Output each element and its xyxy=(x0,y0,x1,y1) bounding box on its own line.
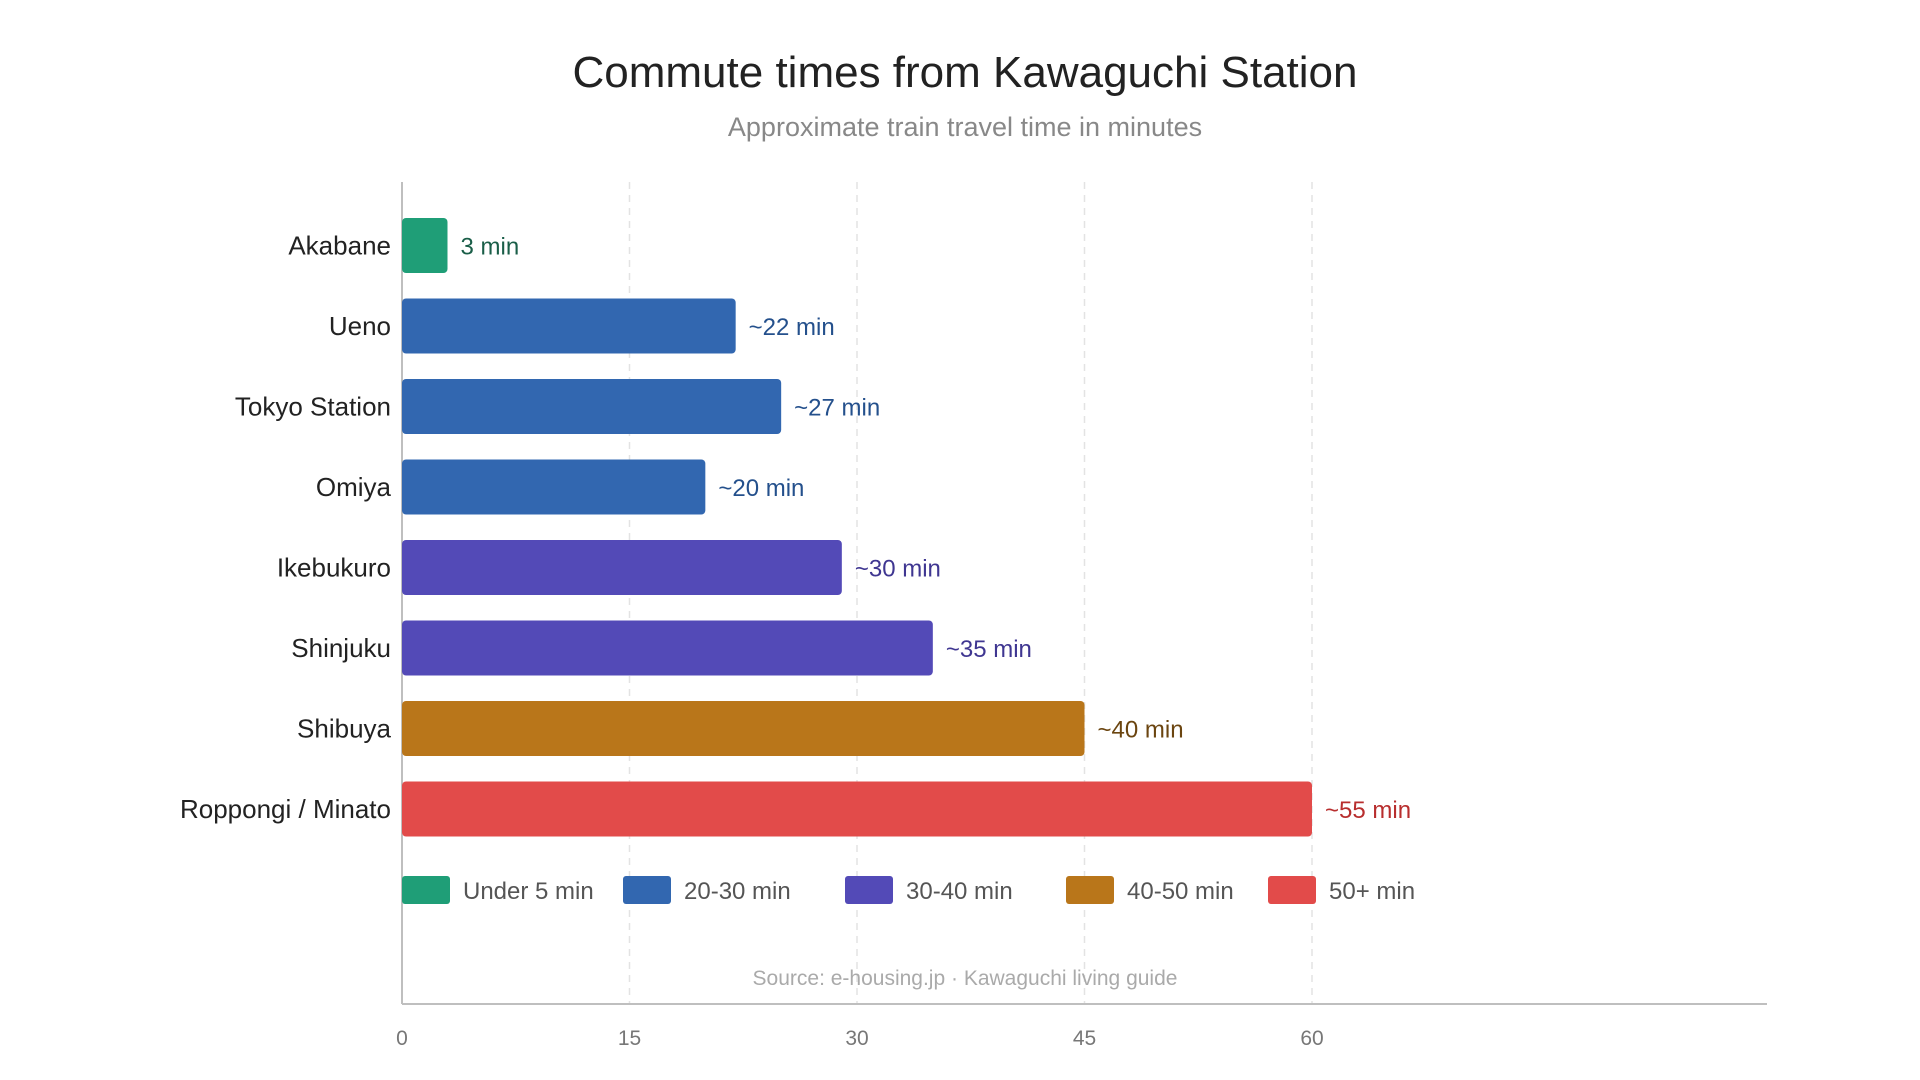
source-note: Source: e-housing.jp · Kawaguchi living … xyxy=(753,967,1178,990)
bar-value-label: ~20 min xyxy=(718,475,804,502)
axis-layer: 0 15 30 45 60 xyxy=(396,182,1767,1050)
category-label: Omiya xyxy=(316,472,392,502)
x-tick-label: 30 xyxy=(845,1027,868,1050)
bars-layer: Akabane 3 min Ueno ~22 min Tokyo Station ~27 … xyxy=(180,218,1411,837)
bar-value-label: 3 min xyxy=(461,234,520,261)
legend-label: 20-30 min xyxy=(684,878,791,905)
x-tick-label: 45 xyxy=(1073,1027,1096,1050)
bar-value-label: ~40 min xyxy=(1098,717,1184,744)
legend-swatch xyxy=(1066,876,1114,904)
category-label: Akabane xyxy=(288,231,391,261)
legend-swatch xyxy=(1268,876,1316,904)
bar-value-label: ~35 min xyxy=(946,636,1032,663)
bar-value-label: ~55 min xyxy=(1325,797,1411,824)
legend-swatch xyxy=(402,876,450,904)
bar-value-label: ~22 min xyxy=(749,314,835,341)
chart-title: Commute times from Kawaguchi Station xyxy=(573,48,1358,97)
legend-swatch xyxy=(845,876,893,904)
chart-subtitle: Approximate train travel time in minutes xyxy=(728,112,1202,142)
bar-value-label: ~30 min xyxy=(855,556,941,583)
x-tick-label: 15 xyxy=(618,1027,641,1050)
bar-value-label: ~27 min xyxy=(794,395,880,422)
bar xyxy=(402,620,933,676)
bar xyxy=(402,701,1085,756)
category-label: Shibuya xyxy=(297,714,391,744)
bar xyxy=(402,459,706,515)
legend-label: 30-40 min xyxy=(906,878,1013,905)
bar xyxy=(402,218,448,273)
legend-label: 40-50 min xyxy=(1127,878,1234,905)
legend-label: 50+ min xyxy=(1329,878,1415,905)
category-label: Ueno xyxy=(329,311,391,341)
bar xyxy=(402,379,782,434)
category-label: Ikebukuro xyxy=(277,553,391,583)
bar xyxy=(402,781,1312,837)
legend-label: Under 5 min xyxy=(463,878,594,905)
legend: Under 5 min 20-30 min 30-40 min 40-50 min 50… xyxy=(402,876,1415,905)
bar xyxy=(402,540,842,595)
bar xyxy=(402,298,736,354)
category-label: Tokyo Station xyxy=(235,392,391,422)
legend-swatch xyxy=(623,876,671,904)
category-label: Roppongi / Minato xyxy=(180,794,391,824)
x-tick-label: 60 xyxy=(1300,1027,1323,1050)
category-label: Shinjuku xyxy=(291,633,391,663)
x-tick-label: 0 xyxy=(396,1027,408,1050)
